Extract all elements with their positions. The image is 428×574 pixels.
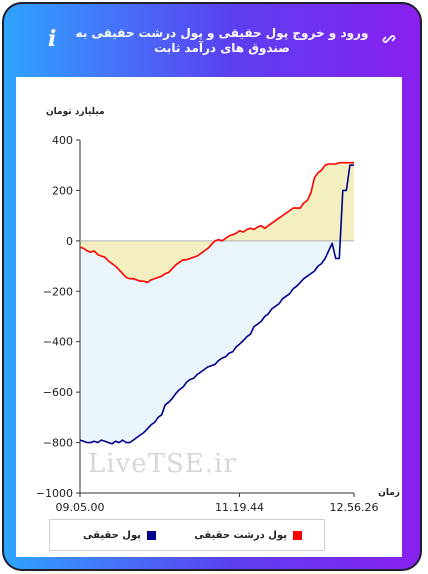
legend-swatch-big-real-money (293, 530, 302, 540)
chart-title: ورود و خروج پول حقیقی و پول درشت حقیقی ب… (75, 26, 369, 55)
y-tick-label: −400 (43, 336, 73, 349)
legend-swatch-real-money (147, 530, 156, 540)
legend: پول درشت حقیقی پول حقیقی (49, 519, 325, 551)
legend-label: پول حقیقی (83, 529, 141, 541)
watermark: LiveTSE.ir (88, 449, 237, 479)
chart-panel: 400 200 0 −200 −400 −600 −800 −1000 09.05.00 11.1… (16, 77, 402, 557)
y-tick-label: 200 (52, 184, 73, 197)
legend-item-big-real-money: پول درشت حقیقی (194, 528, 302, 542)
y-tick-label: −200 (43, 285, 73, 298)
x-tick-label: 11.19.44 (215, 501, 264, 514)
x-tick-label: 12.56.26 (330, 501, 379, 514)
legend-item-real-money: پول حقیقی (83, 528, 156, 542)
real-money-line (79, 164, 354, 445)
chart-card: i ورود و خروج پول حقیقی و پول درشت حقیقی… (2, 2, 422, 571)
y-axis-label: میلیارد تومان (46, 107, 105, 117)
link-icon[interactable] (382, 32, 396, 46)
info-icon[interactable]: i (48, 26, 57, 52)
real-money-area (80, 165, 354, 444)
y-tick-label: −1000 (36, 487, 73, 500)
y-tick-label: 400 (52, 134, 73, 147)
x-tick-label: 09.05.00 (56, 501, 105, 514)
x-axis-label: زمان (378, 488, 400, 498)
legend-label: پول درشت حقیقی (194, 529, 287, 541)
y-tick-label: 0 (66, 235, 73, 248)
card-header: i ورود و خروج پول حقیقی و پول درشت حقیقی… (4, 4, 420, 76)
y-tick-label: −600 (43, 386, 73, 399)
y-tick-label: −800 (43, 437, 73, 450)
big-real-money-line (79, 161, 354, 284)
big-real-money-area (80, 162, 354, 283)
